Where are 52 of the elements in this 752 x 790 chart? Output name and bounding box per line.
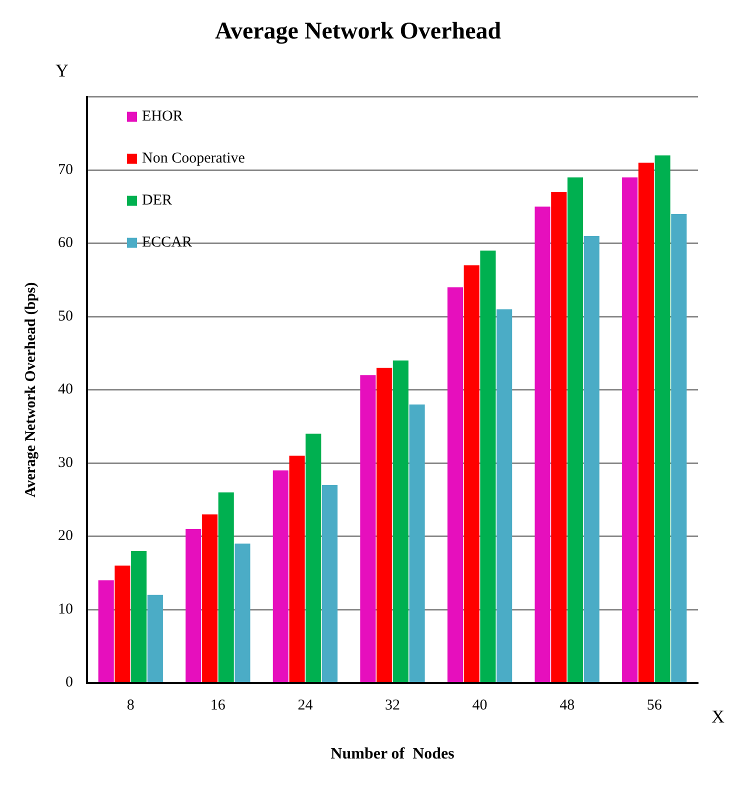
- legend-label: ECCAR: [142, 234, 192, 251]
- bar: [114, 566, 130, 682]
- bar: [622, 177, 638, 682]
- bar: [376, 368, 392, 682]
- bar: [671, 214, 687, 682]
- y-tick-label: 30: [58, 454, 73, 471]
- y-tick-label: 0: [66, 674, 73, 691]
- y-tick-label: 70: [58, 162, 73, 178]
- bar: [534, 206, 550, 682]
- y-tick-label: 40: [58, 382, 73, 398]
- bar: [392, 360, 408, 682]
- bar: [464, 265, 480, 682]
- text: X: [712, 706, 724, 727]
- bar: [447, 287, 464, 682]
- x-tick-label: 16: [210, 698, 226, 714]
- x-tick-label: 32: [385, 698, 400, 714]
- bar: [480, 250, 496, 682]
- x-tick-label: 48: [560, 698, 575, 714]
- y-axis-title: Average Network Overhead (bps): [22, 282, 39, 498]
- x-tick-label: 24: [298, 698, 314, 714]
- bar: [638, 162, 654, 682]
- bar: [131, 550, 147, 682]
- bar: [147, 594, 163, 682]
- bar: [202, 514, 218, 682]
- chart-title: Average Network Overhead: [214, 18, 502, 45]
- legend-label: Non Cooperative: [142, 150, 246, 167]
- x-axis-title: Number of Nodes: [330, 746, 454, 763]
- y-tick-label: 20: [58, 528, 73, 544]
- bar: [496, 309, 512, 682]
- x-tick-label: 56: [646, 698, 662, 714]
- bar: [567, 177, 584, 682]
- legend-label: DER: [142, 192, 172, 209]
- y-tick-label: 10: [58, 601, 73, 618]
- legend-label: EHOR: [142, 108, 183, 125]
- bar: [360, 375, 376, 682]
- bar: [98, 580, 114, 682]
- x-tick-label: 8: [126, 698, 134, 714]
- bar: [654, 155, 670, 682]
- bar: [322, 485, 338, 682]
- bar: [234, 544, 250, 682]
- y-tick-label: 60: [58, 235, 73, 252]
- bar: [306, 434, 322, 682]
- x-tick-label: 40: [472, 698, 488, 714]
- bar: [218, 492, 234, 682]
- bar: [289, 456, 305, 682]
- bar: [551, 192, 567, 682]
- bar: [409, 404, 425, 682]
- bar: [272, 470, 288, 682]
- y-tick-label: 50: [58, 308, 73, 324]
- text: Y: [56, 60, 68, 81]
- bar: [584, 236, 600, 682]
- bar: [186, 528, 202, 682]
